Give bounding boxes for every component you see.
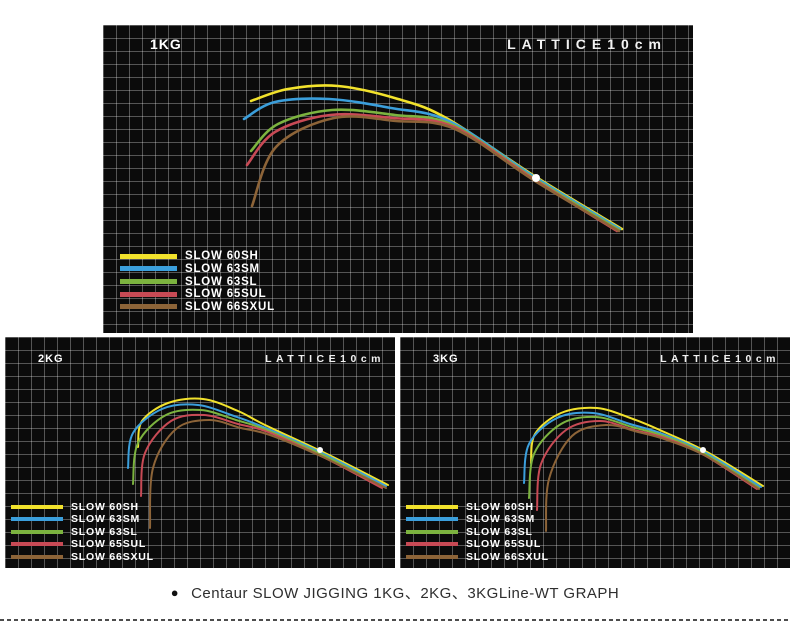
chart-panel-1kg: 1KG LATTICE10cm SLOW 60SH SLOW 63SM SLOW… (103, 25, 693, 333)
legend-swatch (120, 253, 177, 259)
legend-item: SLOW 63SM (120, 263, 275, 276)
legend-label: SLOW 66SXUL (466, 550, 549, 563)
legend-swatch (11, 554, 63, 559)
dashed-divider (0, 619, 790, 621)
legend-swatch (11, 517, 63, 522)
weight-label-1kg: 1KG (150, 36, 182, 52)
legend-label: SLOW 60SH (71, 500, 139, 513)
legend-item: SLOW 65SUL (406, 538, 549, 551)
legend-item: SLOW 66SXUL (406, 551, 549, 564)
legend-label: SLOW 65SUL (185, 288, 267, 301)
rod-curve (249, 84, 624, 231)
legend-item: SLOW 63SL (11, 526, 154, 539)
legend-item: SLOW 63SM (406, 513, 549, 526)
legend-swatch (406, 517, 458, 522)
rod-curve (127, 403, 387, 487)
legend-item: SLOW 65SUL (11, 538, 154, 551)
legend-label: SLOW 60SH (466, 500, 534, 513)
legend-item: SLOW 66SXUL (120, 300, 275, 313)
legend-item: SLOW 60SH (11, 501, 154, 514)
rod-curve (132, 408, 385, 488)
caption: ● Centaur SLOW JIGGING 1KG、2KG、3KGLine-W… (0, 582, 790, 603)
rod-bend-chart-2kg (127, 397, 389, 529)
legend-swatch (11, 542, 63, 547)
weight-dot (532, 174, 540, 182)
legend-label: SLOW 63SM (71, 513, 141, 526)
lattice-label: LATTICE10cm (507, 36, 667, 52)
rod-curve (250, 115, 621, 233)
weight-label-3kg: 3KG (433, 353, 459, 365)
legend-label: SLOW 65SUL (71, 538, 147, 551)
rod-curve (149, 418, 387, 529)
rod-curve (528, 415, 760, 499)
chart-panel-3kg: 3KG LATTICE10cm SLOW 60SH SLOW 63SM SLOW… (400, 337, 790, 568)
legend: SLOW 60SH SLOW 63SM SLOW 63SL SLOW 65SUL… (120, 250, 275, 313)
weight-dot (700, 447, 706, 453)
rod-curve (545, 423, 760, 532)
legend-label: SLOW 63SL (71, 525, 138, 538)
rod-curve (137, 397, 389, 486)
legend: SLOW 60SH SLOW 63SM SLOW 63SL SLOW 65SUL… (406, 501, 549, 564)
legend-swatch (406, 504, 458, 509)
legend-item: SLOW 63SM (11, 513, 154, 526)
legend-swatch (406, 542, 458, 547)
caption-text: Centaur SLOW JIGGING 1KG、2KG、3KGLine-WT … (191, 585, 620, 602)
chart-panel-2kg: 2KG LATTICE10cm SLOW 60SH SLOW 63SM SLOW… (5, 337, 395, 568)
legend-label: SLOW 63SL (185, 275, 258, 288)
legend-label: SLOW 66SXUL (185, 300, 275, 313)
legend-label: SLOW 65SUL (466, 538, 542, 551)
legend-label: SLOW 63SL (466, 525, 533, 538)
legend: SLOW 60SH SLOW 63SM SLOW 63SL SLOW 65SUL… (11, 501, 154, 564)
legend-item: SLOW 63SL (406, 526, 549, 539)
legend-swatch (406, 554, 458, 559)
legend-item: SLOW 60SH (406, 501, 549, 514)
legend-swatch (11, 529, 63, 534)
rod-curve (530, 406, 764, 487)
legend-item: SLOW 60SH (120, 250, 275, 263)
weight-label-2kg: 2KG (38, 353, 64, 365)
rod-bend-chart-1kg (242, 84, 624, 233)
rod-curve (523, 411, 762, 488)
legend-item: SLOW 65SUL (120, 288, 275, 301)
legend-label: SLOW 60SH (185, 250, 259, 263)
legend-swatch (120, 266, 177, 272)
legend-swatch (120, 304, 177, 310)
lattice-label: LATTICE10cm (265, 353, 385, 365)
legend-label: SLOW 63SM (466, 513, 536, 526)
legend-swatch (120, 291, 177, 297)
legend-item: SLOW 66SXUL (11, 551, 154, 564)
legend-swatch (406, 529, 458, 534)
legend-swatch (120, 279, 177, 285)
legend-item: SLOW 63SL (120, 275, 275, 288)
legend-label: SLOW 63SM (185, 262, 260, 275)
rod-curve (245, 112, 619, 233)
lattice-label: LATTICE10cm (660, 353, 780, 365)
rod-bend-chart-3kg (523, 406, 764, 532)
weight-dot (317, 447, 323, 453)
legend-label: SLOW 66SXUL (71, 550, 154, 563)
bullet-icon: ● (170, 585, 180, 600)
legend-swatch (11, 504, 63, 509)
